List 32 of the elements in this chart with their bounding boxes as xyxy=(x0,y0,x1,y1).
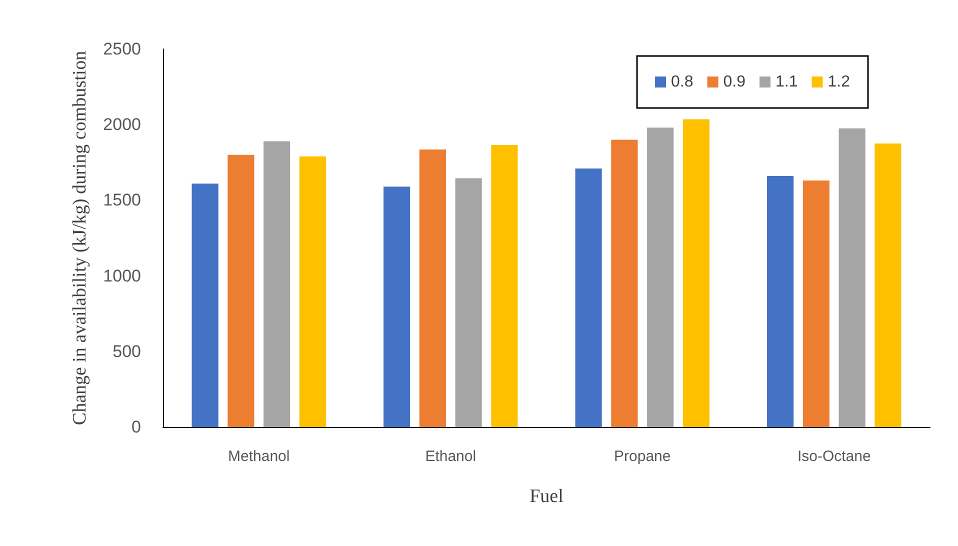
bar xyxy=(299,156,326,427)
y-tick-label: 500 xyxy=(112,342,141,361)
y-tick-label: 2000 xyxy=(103,115,141,134)
x-axis-title: Fuel xyxy=(530,486,564,507)
bar xyxy=(767,176,794,427)
bar xyxy=(455,178,482,427)
bar xyxy=(874,144,902,427)
bar xyxy=(384,186,410,427)
x-tick-label: Propane xyxy=(614,448,671,465)
y-tick-label: 2500 xyxy=(103,40,141,58)
bar xyxy=(491,145,518,427)
bar xyxy=(611,140,638,427)
bar xyxy=(682,119,710,427)
y-tick-label: 1500 xyxy=(103,190,141,210)
legend-label: 1.2 xyxy=(828,74,850,90)
bar xyxy=(419,150,446,427)
bar xyxy=(802,180,830,427)
y-tick-label: 0 xyxy=(132,418,141,436)
bar xyxy=(575,168,602,427)
x-tick-label: Methanol xyxy=(228,448,290,465)
legend-label: 0.9 xyxy=(723,74,746,90)
bar xyxy=(647,128,674,427)
legend-label: 0.8 xyxy=(671,74,694,90)
bar xyxy=(192,184,218,427)
bar xyxy=(228,154,254,427)
legend-label: 1.1 xyxy=(776,74,798,90)
bar xyxy=(264,141,290,427)
y-axis-title: Change in availability (kJ/kg) during combustion xyxy=(70,50,90,426)
bar xyxy=(838,128,866,427)
y-tick-label: 1000 xyxy=(103,266,141,286)
x-tick-label: Ethanol xyxy=(425,448,476,465)
x-tick-label: Iso-Octane xyxy=(797,448,871,465)
